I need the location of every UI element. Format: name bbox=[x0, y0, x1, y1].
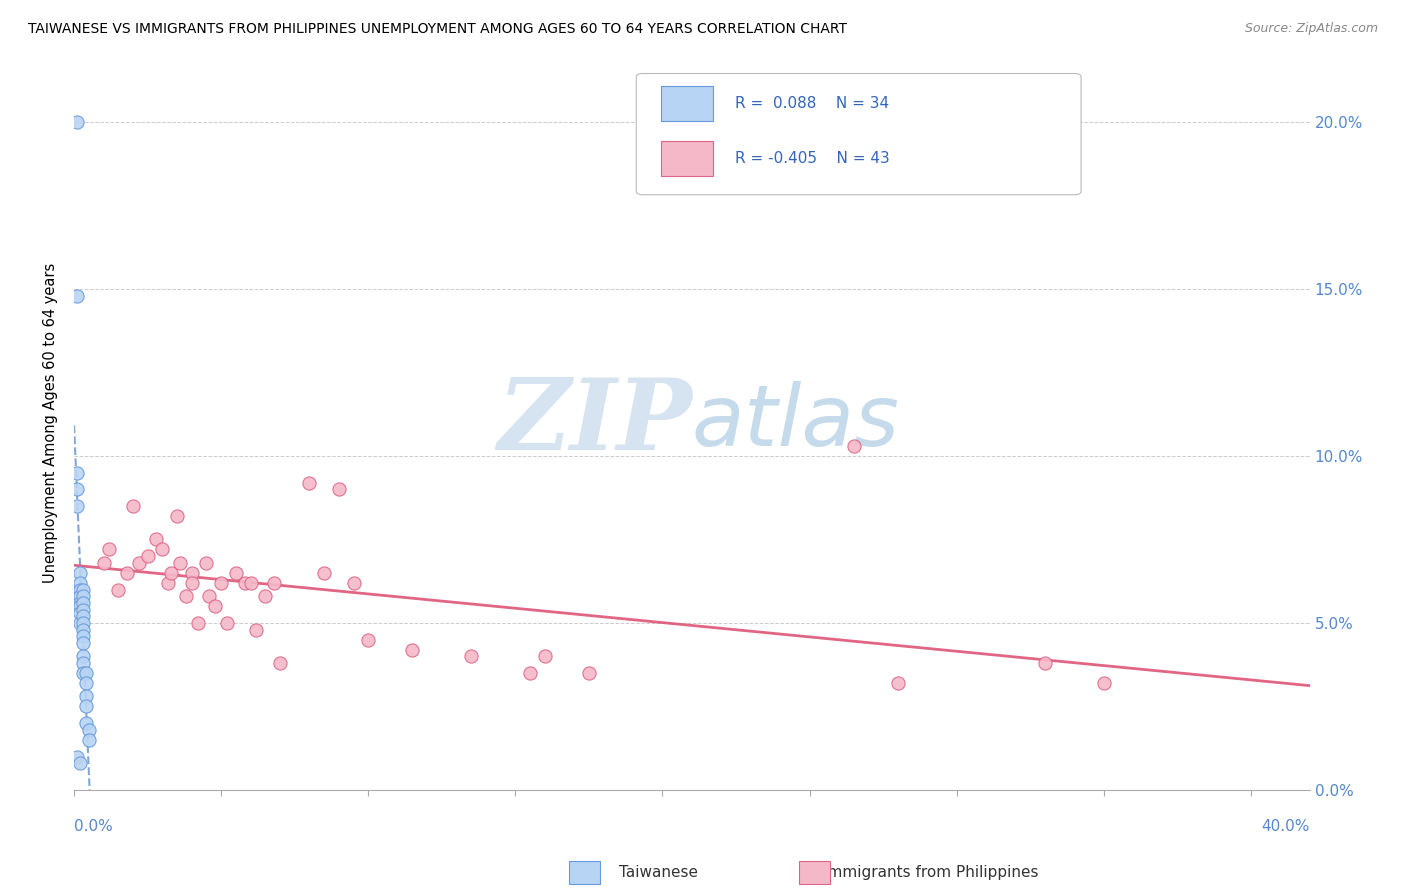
Point bbox=[69, 566, 91, 580]
Point bbox=[215, 615, 238, 630]
Point bbox=[72, 582, 94, 597]
Point bbox=[72, 596, 94, 610]
Point bbox=[69, 599, 91, 614]
Point bbox=[66, 483, 89, 497]
Point bbox=[225, 566, 247, 580]
Point bbox=[75, 699, 97, 714]
Point bbox=[204, 599, 226, 614]
Text: R =  0.088    N = 34: R = 0.088 N = 34 bbox=[735, 96, 889, 112]
Point bbox=[195, 556, 218, 570]
Text: TAIWANESE VS IMMIGRANTS FROM PHILIPPINES UNEMPLOYMENT AMONG AGES 60 TO 64 YEARS : TAIWANESE VS IMMIGRANTS FROM PHILIPPINES… bbox=[28, 22, 848, 37]
Point bbox=[66, 115, 89, 129]
Point bbox=[72, 589, 94, 603]
Point bbox=[187, 615, 209, 630]
Point bbox=[136, 549, 159, 563]
Point bbox=[69, 596, 91, 610]
Point bbox=[328, 483, 350, 497]
Point bbox=[269, 656, 291, 670]
Point bbox=[75, 666, 97, 681]
Point bbox=[69, 575, 91, 590]
Point bbox=[519, 666, 541, 681]
Point bbox=[1092, 676, 1115, 690]
Point bbox=[93, 556, 115, 570]
Point bbox=[66, 288, 89, 302]
FancyBboxPatch shape bbox=[661, 141, 713, 177]
Point bbox=[578, 666, 600, 681]
Point bbox=[150, 542, 173, 557]
Point bbox=[66, 466, 89, 480]
Point bbox=[180, 566, 202, 580]
Point bbox=[166, 509, 188, 524]
Point bbox=[75, 676, 97, 690]
Point bbox=[460, 649, 482, 664]
Point bbox=[69, 756, 91, 771]
Text: ZIP: ZIP bbox=[496, 375, 692, 471]
Point bbox=[233, 575, 256, 590]
Point bbox=[75, 690, 97, 704]
Point bbox=[887, 676, 910, 690]
Point bbox=[342, 575, 364, 590]
Point bbox=[77, 723, 100, 737]
Text: Taiwanese: Taiwanese bbox=[619, 865, 697, 880]
Point bbox=[842, 439, 865, 453]
Point bbox=[314, 566, 336, 580]
Point bbox=[239, 575, 262, 590]
Point bbox=[157, 575, 180, 590]
Point bbox=[298, 475, 321, 490]
Point bbox=[128, 556, 150, 570]
Point bbox=[69, 582, 91, 597]
FancyBboxPatch shape bbox=[637, 73, 1081, 194]
Point bbox=[72, 649, 94, 664]
Text: Source: ZipAtlas.com: Source: ZipAtlas.com bbox=[1244, 22, 1378, 36]
Point bbox=[69, 615, 91, 630]
Point bbox=[254, 589, 277, 603]
Point bbox=[69, 589, 91, 603]
Point bbox=[72, 629, 94, 643]
Point bbox=[72, 656, 94, 670]
Text: R = -0.405    N = 43: R = -0.405 N = 43 bbox=[735, 152, 890, 166]
Point bbox=[180, 575, 202, 590]
Point bbox=[1033, 656, 1056, 670]
Point bbox=[66, 749, 89, 764]
Point bbox=[401, 642, 423, 657]
Text: 40.0%: 40.0% bbox=[1261, 820, 1309, 834]
Text: 0.0%: 0.0% bbox=[75, 820, 112, 834]
Point bbox=[174, 589, 197, 603]
Y-axis label: Unemployment Among Ages 60 to 64 years: Unemployment Among Ages 60 to 64 years bbox=[44, 262, 58, 582]
Point bbox=[145, 533, 167, 547]
Point bbox=[122, 499, 145, 513]
Text: Immigrants from Philippines: Immigrants from Philippines bbox=[823, 865, 1038, 880]
Point bbox=[69, 606, 91, 620]
Point bbox=[72, 636, 94, 650]
Point bbox=[160, 566, 183, 580]
Point bbox=[72, 623, 94, 637]
Point bbox=[77, 732, 100, 747]
Point bbox=[66, 499, 89, 513]
Point bbox=[72, 609, 94, 624]
Point bbox=[72, 615, 94, 630]
Point bbox=[75, 716, 97, 731]
Point bbox=[533, 649, 555, 664]
FancyBboxPatch shape bbox=[661, 86, 713, 121]
Point bbox=[357, 632, 380, 647]
Point bbox=[72, 666, 94, 681]
Point bbox=[198, 589, 221, 603]
Point bbox=[115, 566, 138, 580]
Point bbox=[169, 556, 191, 570]
Point bbox=[98, 542, 121, 557]
Point bbox=[72, 602, 94, 616]
Point bbox=[107, 582, 129, 597]
Point bbox=[245, 623, 267, 637]
Text: atlas: atlas bbox=[692, 381, 900, 464]
Point bbox=[263, 575, 285, 590]
Point bbox=[209, 575, 232, 590]
